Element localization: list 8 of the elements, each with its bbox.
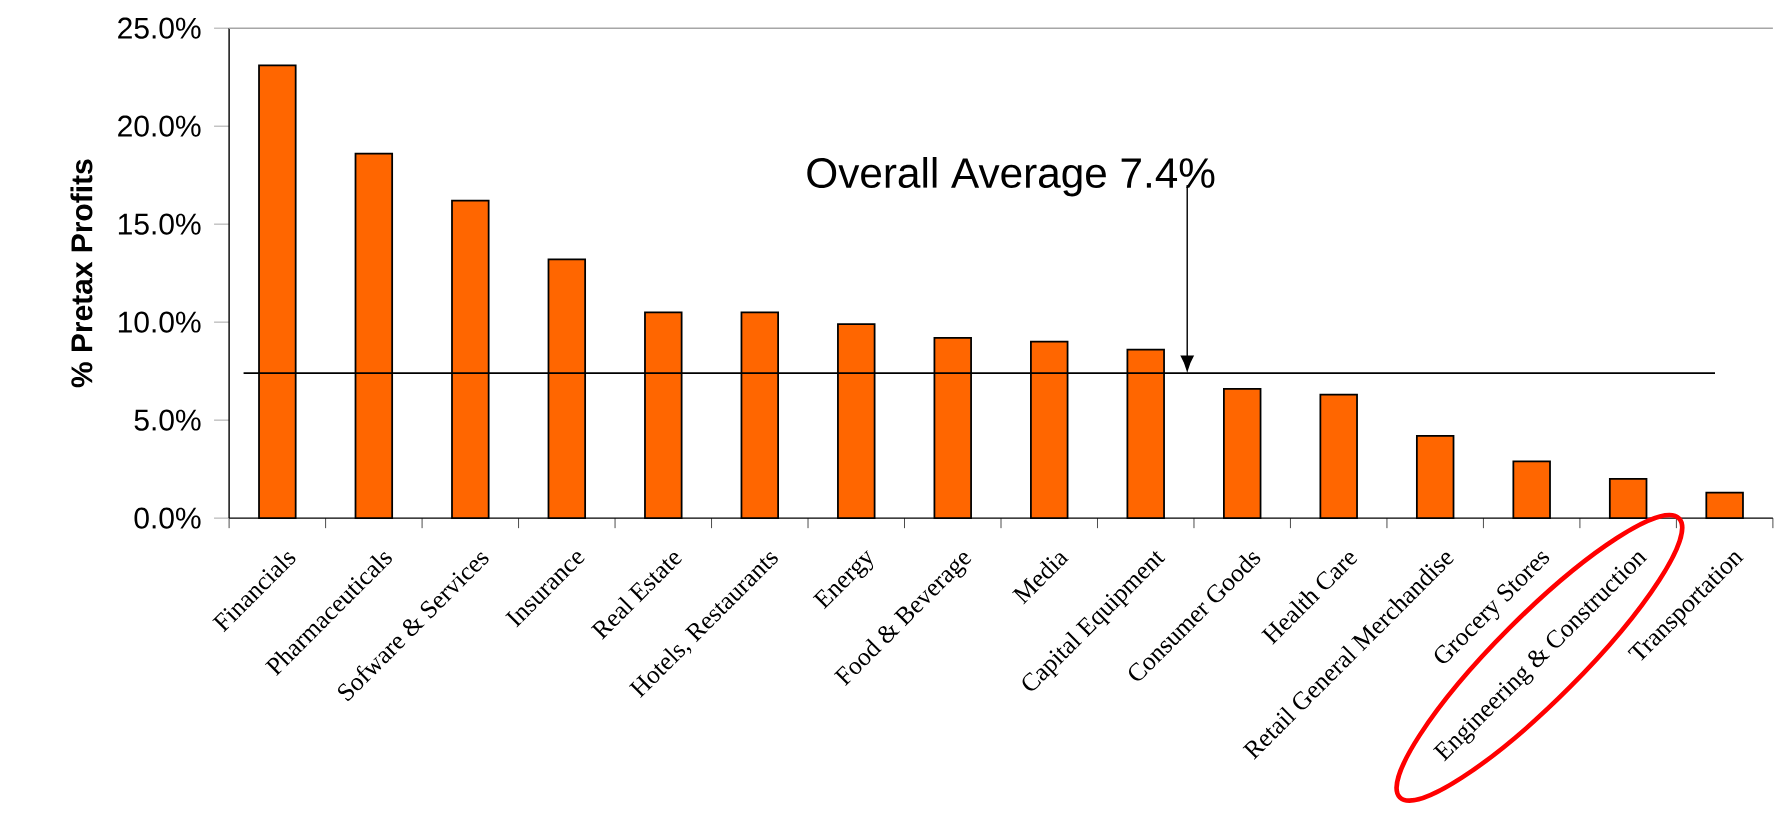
annotation: Overall Average 7.4% [807,157,1215,197]
y-tick-label: 10.0% [118,311,201,333]
y-tick-label: 15.0% [118,213,201,235]
y-tick-label: 25.0% [118,17,201,39]
y-tick-label: 0.0% [134,507,201,529]
y-axis-title: % Pretax Profits [70,159,93,388]
y-tick-label: 20.0% [118,115,201,137]
y-tick-label: 5.0% [134,409,201,431]
